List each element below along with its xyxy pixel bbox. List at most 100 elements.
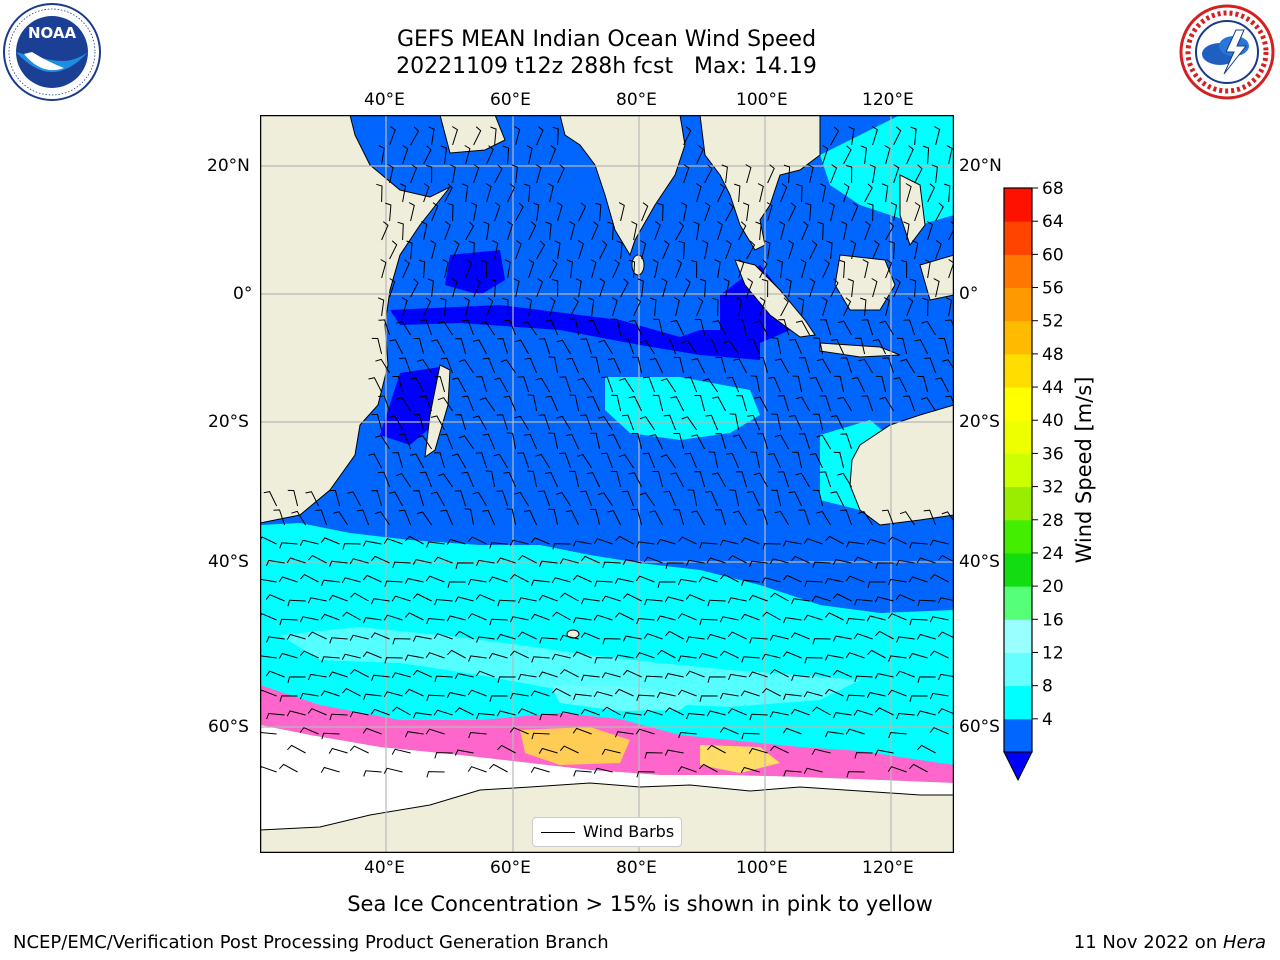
wind-barb xyxy=(486,297,494,317)
wind-barb xyxy=(601,672,621,679)
wind-barb xyxy=(299,650,319,659)
noaa-logo: NOAA xyxy=(2,2,102,102)
wind-barb xyxy=(454,749,474,756)
wind-barb xyxy=(797,297,805,317)
wind-barb xyxy=(384,580,403,587)
wind-barb xyxy=(545,319,559,336)
colorbar: 68 64 60 56 52 48 44 40 36 32 28 24 20 16 12 8 4 xyxy=(990,179,1120,790)
wind-barb xyxy=(611,297,618,317)
wind-barb xyxy=(430,415,446,431)
wind-barb xyxy=(377,297,385,317)
wind-barb xyxy=(580,632,600,640)
wind-barb xyxy=(696,145,704,165)
wind-barb xyxy=(385,202,392,222)
wind-barb xyxy=(404,654,424,661)
wind-barb xyxy=(370,555,390,564)
wind-barb xyxy=(590,259,597,279)
wind-barb xyxy=(879,396,895,412)
wind-barb xyxy=(917,744,936,754)
wind-barb xyxy=(611,394,622,412)
wind-barb xyxy=(683,164,690,184)
wind-barb xyxy=(809,453,824,469)
wind-barb xyxy=(426,617,445,625)
colorbar-bin xyxy=(1004,387,1032,421)
wind-barb xyxy=(465,221,475,241)
wind-barb xyxy=(837,396,853,412)
wind-barb xyxy=(699,542,718,549)
wind-barb xyxy=(707,599,726,607)
wind-barb xyxy=(549,297,556,317)
wind-barb xyxy=(266,712,285,720)
wind-barb xyxy=(929,650,949,659)
wind-barb xyxy=(909,695,928,702)
wind-barb xyxy=(405,535,424,545)
wind-barb xyxy=(812,489,824,507)
colorbar-tick-label: 60 xyxy=(1042,245,1064,265)
wind-barb xyxy=(706,557,726,564)
wind-barb xyxy=(777,395,790,412)
wind-barb xyxy=(396,320,412,336)
wind-barb xyxy=(879,320,895,336)
colorbar-bin xyxy=(1004,287,1032,322)
wind-barb xyxy=(795,472,811,488)
wind-barb xyxy=(866,692,886,699)
wind-barb xyxy=(725,240,732,260)
wind-barb xyxy=(440,509,454,526)
wind-barb xyxy=(929,727,949,735)
wind-barb xyxy=(779,221,786,241)
wind-barb xyxy=(923,509,937,526)
wind-barb xyxy=(917,599,936,607)
wind-barb xyxy=(601,595,621,602)
wind-barb xyxy=(402,145,409,165)
wind-barb xyxy=(565,510,580,526)
wind-barb xyxy=(607,357,622,374)
wind-barb xyxy=(398,509,412,526)
sea-ice-note: Sea Ice Concentration > 15% is shown in … xyxy=(347,892,933,916)
wind-barb xyxy=(489,695,508,702)
wind-barb xyxy=(488,576,508,583)
wind-barb xyxy=(279,542,298,549)
wind-barb xyxy=(389,415,404,431)
bottom-lon-tick: 80°E xyxy=(616,858,657,878)
wind-barb xyxy=(492,240,499,260)
wind-barb xyxy=(602,706,621,716)
wind-barb xyxy=(777,471,790,488)
colorbar-bin xyxy=(1004,353,1032,388)
wind-barb xyxy=(858,358,874,374)
wind-barb xyxy=(867,581,886,588)
wind-barb xyxy=(549,145,557,165)
wind-barb xyxy=(677,613,697,621)
wind-barb xyxy=(455,562,474,569)
wind-barb xyxy=(612,259,620,279)
wind-barb xyxy=(816,434,832,450)
wind-barb xyxy=(699,278,707,298)
wind-barb xyxy=(761,577,781,584)
wind-barb xyxy=(677,689,697,697)
wind-barb xyxy=(402,259,410,279)
wind-barb xyxy=(875,562,894,569)
wind-barb xyxy=(467,766,487,773)
wind-barb xyxy=(412,490,425,507)
wind-barb xyxy=(502,297,509,317)
colorbar-tick-label: 64 xyxy=(1042,212,1064,232)
wind-barb xyxy=(845,575,865,583)
wind-barb xyxy=(514,415,530,431)
wind-barb xyxy=(497,676,516,683)
wind-barb xyxy=(397,221,404,241)
footer-credit: NCEP/EMC/Verification Post Processing Pr… xyxy=(13,932,609,953)
wind-barb xyxy=(287,599,306,607)
wind-barb xyxy=(493,453,509,469)
wind-barb xyxy=(556,202,563,222)
wind-barb xyxy=(937,597,957,604)
wind-barb xyxy=(328,594,348,602)
wind-barb xyxy=(374,511,391,526)
wind-barb xyxy=(665,562,684,569)
wind-barb xyxy=(680,202,688,222)
wind-barb xyxy=(644,598,663,606)
wind-barb xyxy=(673,509,685,526)
wind-barb xyxy=(662,240,670,260)
wind-barb xyxy=(530,537,550,545)
wind-barb xyxy=(257,613,277,621)
wind-barb xyxy=(832,635,852,642)
wind-barb xyxy=(368,377,383,393)
